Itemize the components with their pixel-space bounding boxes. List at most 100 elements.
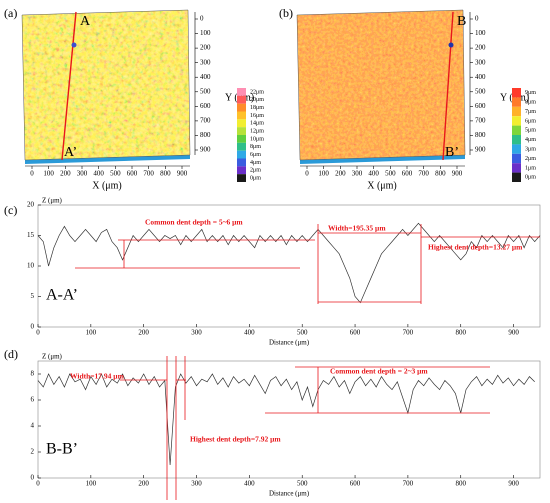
x-tick-label: 800 <box>455 480 466 488</box>
y-tick-label: 400 <box>475 73 486 81</box>
y-tick-label: 100 <box>475 29 486 37</box>
y-tick-label: 0 <box>475 15 479 23</box>
colorbar-label: 5μm <box>525 128 536 134</box>
colorbar-label: 4μm <box>525 137 536 143</box>
y-tick-label: 900 <box>475 146 486 154</box>
profile-line <box>37 222 541 304</box>
x-tick-label: 600 <box>350 480 361 488</box>
surface <box>22 10 190 160</box>
x-tick-label: 300 <box>352 170 363 178</box>
colorbar-label: 14μm <box>250 121 264 127</box>
colorbar-swatch <box>237 135 246 143</box>
y-tick-label: 5 <box>31 292 35 300</box>
profile-start: A <box>80 14 91 29</box>
plot-frame <box>37 360 541 479</box>
marker <box>71 42 77 48</box>
colorbar-swatch <box>512 116 521 126</box>
y-tick-label: 8 <box>31 370 35 378</box>
x-tick-label: 900 <box>508 329 519 337</box>
x-tick-label: 0 <box>36 329 40 337</box>
profile-line <box>37 373 535 466</box>
marker <box>448 42 454 48</box>
x-tick-label: 400 <box>244 480 255 488</box>
colorbar-swatch <box>512 144 521 154</box>
x-tick-label: 400 <box>368 170 379 178</box>
surface <box>297 10 465 160</box>
y-tick-label: 0 <box>31 474 35 482</box>
y-tick-label: 200 <box>475 44 486 52</box>
x-tick-label: 200 <box>60 170 71 178</box>
colorbar-label: 8μm <box>525 99 536 105</box>
x-tick-label: 400 <box>244 329 255 337</box>
x-tick-label: 100 <box>86 329 97 337</box>
y-tick-label: 800 <box>200 131 211 139</box>
profile-line <box>442 11 454 161</box>
x-tick-label: 400 <box>93 170 104 178</box>
x-tick-label: 800 <box>435 170 446 178</box>
colorbar-swatch <box>237 111 246 120</box>
x-tick-label: 100 <box>86 480 97 488</box>
colorbar-swatch <box>512 106 521 117</box>
x-tick-label: 300 <box>191 329 202 337</box>
x-tick-label: 800 <box>160 170 171 178</box>
surface-edge <box>21 9 191 161</box>
colorbar-label: 7μm <box>525 109 536 115</box>
x-tick-label: 0 <box>305 170 309 178</box>
colorbar-swatch <box>237 88 246 96</box>
y-tick-label: 900 <box>200 146 211 154</box>
colorbar-swatch <box>237 158 246 167</box>
y-tick-label: 4 <box>31 422 35 430</box>
colorbar-label: 22μm <box>250 89 264 95</box>
surface-base <box>300 155 465 164</box>
y-tick-label: 300 <box>200 58 211 66</box>
colorbar-swatch <box>512 97 521 107</box>
x-tick-label: 100 <box>43 170 54 178</box>
profile-line <box>61 11 77 161</box>
surface-edge <box>296 9 466 161</box>
colorbar-swatch <box>237 95 246 104</box>
panel-label: (b) <box>279 6 293 20</box>
colorbar-label: 3μm <box>525 146 536 152</box>
profile-start: B <box>457 14 466 29</box>
y-tick-label: 100 <box>200 29 211 37</box>
y-tick-label: 300 <box>475 58 486 66</box>
colorbar-label: 18μm <box>250 105 264 111</box>
x-tick-label: 600 <box>402 170 413 178</box>
profile-name: A-A’ <box>46 287 78 304</box>
colorbar-swatch <box>237 150 246 159</box>
colorbar-label: 9μm <box>525 90 536 96</box>
x-tick-label: 600 <box>127 170 138 178</box>
x-tick-label: 600 <box>350 329 361 337</box>
colorbar-label: 20μm <box>250 97 264 103</box>
y-tick-label: 800 <box>475 131 486 139</box>
colorbar-label: 8μm <box>250 144 261 150</box>
colorbar-swatch <box>512 172 521 182</box>
colorbar-swatch <box>237 174 246 182</box>
colorbar-label: 6μm <box>525 118 536 124</box>
y-tick-label: 6 <box>31 396 35 404</box>
annotation: Common dent depth = 2~3 μm <box>330 367 428 376</box>
x-tick-label: 0 <box>30 170 34 178</box>
annotation: Common dent depth = 5~6 μm <box>145 218 243 227</box>
x-axis-label: Distance (μm) <box>269 490 310 498</box>
x-tick-label: 800 <box>455 329 466 337</box>
colorbar-swatch <box>512 153 521 164</box>
y-tick-label: 500 <box>200 87 211 95</box>
x-tick-label: 200 <box>138 480 149 488</box>
profile-name: B-B’ <box>46 441 78 458</box>
y-axis-label: Z (μm) <box>42 353 63 361</box>
panel-label: (a) <box>4 6 17 20</box>
y-tick-label: 0 <box>200 15 204 23</box>
y-tick-label: 700 <box>475 116 486 124</box>
annotation: Highest dent depth=13.27 μm <box>428 243 523 252</box>
colorbar-label: 6μm <box>250 152 261 158</box>
colorbar-label: 0μm <box>250 175 261 181</box>
colorbar-swatch <box>512 125 521 135</box>
x-axis-label: X (μm) <box>92 180 122 191</box>
x-tick-label: 700 <box>143 170 154 178</box>
panel-label: (c) <box>4 203 17 217</box>
x-tick-label: 500 <box>297 329 308 337</box>
colorbar-label: 16μm <box>250 113 264 119</box>
